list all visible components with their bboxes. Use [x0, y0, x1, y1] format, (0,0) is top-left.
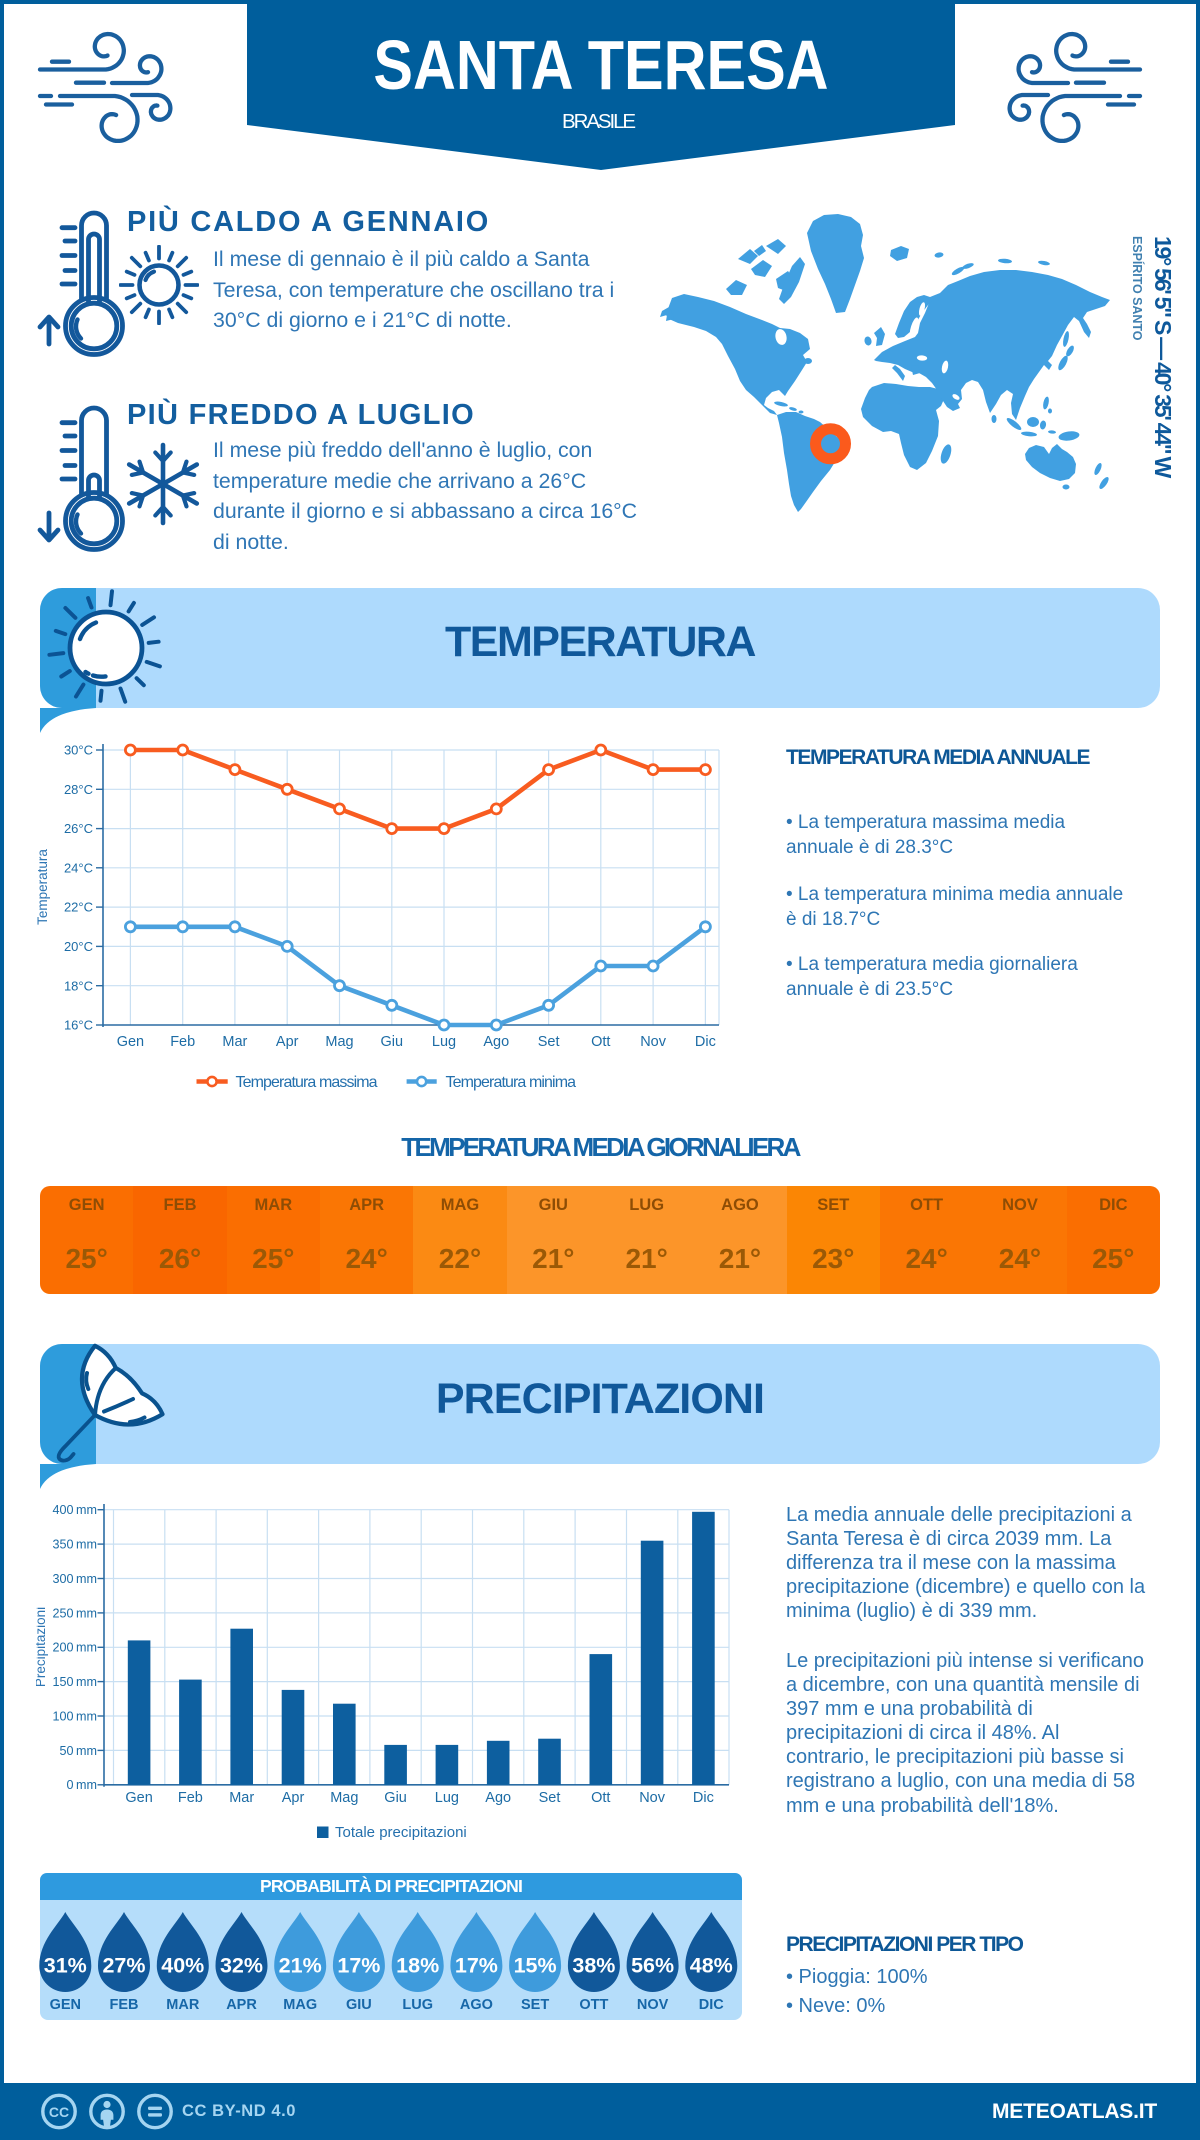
svg-text:17%: 17% [455, 1954, 498, 1978]
svg-text:GEN: GEN [50, 1997, 81, 2013]
svg-text:FEB: FEB [110, 1997, 139, 2013]
svg-text:MAR: MAR [166, 1997, 200, 2013]
svg-text:LUG: LUG [402, 1997, 433, 2013]
svg-text:Ott: Ott [591, 1790, 610, 1806]
svg-text:SET: SET [521, 1997, 549, 2013]
svg-text:Temperatura: Temperatura [36, 849, 50, 925]
svg-text:Ott: Ott [591, 1034, 610, 1050]
svg-text:Lug: Lug [435, 1790, 459, 1806]
svg-text:Lug: Lug [432, 1034, 456, 1050]
svg-text:Temperatura massima: Temperatura massima [236, 1074, 378, 1091]
svg-text:Feb: Feb [170, 1034, 195, 1050]
svg-text:56%: 56% [631, 1954, 674, 1978]
svg-text:APR: APR [226, 1997, 257, 2013]
svg-text:Gen: Gen [117, 1034, 144, 1050]
svg-text:350 mm: 350 mm [52, 1538, 97, 1552]
svg-text:Ago: Ago [485, 1790, 511, 1806]
svg-text:MAG: MAG [283, 1997, 317, 2013]
svg-text:30°C: 30°C [64, 743, 93, 758]
svg-text:18°C: 18°C [64, 978, 93, 993]
svg-text:Mag: Mag [330, 1790, 358, 1806]
svg-text:300 mm: 300 mm [52, 1572, 97, 1586]
svg-text:15%: 15% [514, 1954, 557, 1978]
svg-text:Mag: Mag [325, 1034, 353, 1050]
svg-text:CC: CC [49, 2104, 69, 2120]
svg-text:200 mm: 200 mm [52, 1641, 97, 1655]
svg-text:Precipitazioni: Precipitazioni [36, 1607, 48, 1687]
svg-text:Nov: Nov [639, 1790, 666, 1806]
svg-text:150 mm: 150 mm [52, 1675, 97, 1689]
svg-text:20°C: 20°C [64, 939, 93, 954]
svg-text:40%: 40% [161, 1954, 204, 1978]
svg-text:18%: 18% [396, 1954, 439, 1978]
svg-text:27%: 27% [102, 1954, 145, 1978]
svg-text:17%: 17% [337, 1954, 380, 1978]
svg-text:50 mm: 50 mm [59, 1744, 97, 1758]
svg-text:Apr: Apr [276, 1034, 299, 1050]
svg-text:26°C: 26°C [64, 821, 93, 836]
svg-text:Giu: Giu [381, 1034, 404, 1050]
svg-text:Totale precipitazioni: Totale precipitazioni [335, 1824, 467, 1841]
svg-text:28°C: 28°C [64, 782, 93, 797]
svg-text:NOV: NOV [637, 1997, 669, 2013]
svg-text:21%: 21% [279, 1954, 322, 1978]
svg-text:48%: 48% [690, 1954, 733, 1978]
svg-text:16°C: 16°C [64, 1018, 93, 1033]
svg-text:Ago: Ago [483, 1034, 509, 1050]
svg-text:Mar: Mar [229, 1790, 254, 1806]
svg-text:0 mm: 0 mm [66, 1778, 97, 1792]
svg-text:Mar: Mar [222, 1034, 247, 1050]
svg-text:24°C: 24°C [64, 860, 93, 875]
svg-text:GIU: GIU [346, 1997, 372, 2013]
svg-text:DIC: DIC [699, 1997, 725, 2013]
svg-text:Temperatura minima: Temperatura minima [446, 1074, 577, 1091]
svg-text:Gen: Gen [125, 1790, 152, 1806]
svg-text:Feb: Feb [178, 1790, 203, 1806]
svg-text:400 mm: 400 mm [52, 1503, 97, 1517]
svg-text:Giu: Giu [384, 1790, 407, 1806]
svg-text:Nov: Nov [640, 1034, 667, 1050]
svg-text:OTT: OTT [579, 1997, 608, 2013]
svg-text:Dic: Dic [693, 1790, 714, 1806]
svg-text:38%: 38% [572, 1954, 615, 1978]
svg-text:Set: Set [539, 1790, 561, 1806]
svg-text:100 mm: 100 mm [52, 1709, 97, 1723]
svg-text:31%: 31% [44, 1954, 87, 1978]
svg-text:250 mm: 250 mm [52, 1606, 97, 1620]
svg-text:Set: Set [538, 1034, 560, 1050]
svg-text:32%: 32% [220, 1954, 263, 1978]
svg-text:Apr: Apr [282, 1790, 305, 1806]
svg-text:AGO: AGO [460, 1997, 493, 2013]
svg-text:Dic: Dic [695, 1034, 716, 1050]
svg-text:22°C: 22°C [64, 900, 93, 915]
